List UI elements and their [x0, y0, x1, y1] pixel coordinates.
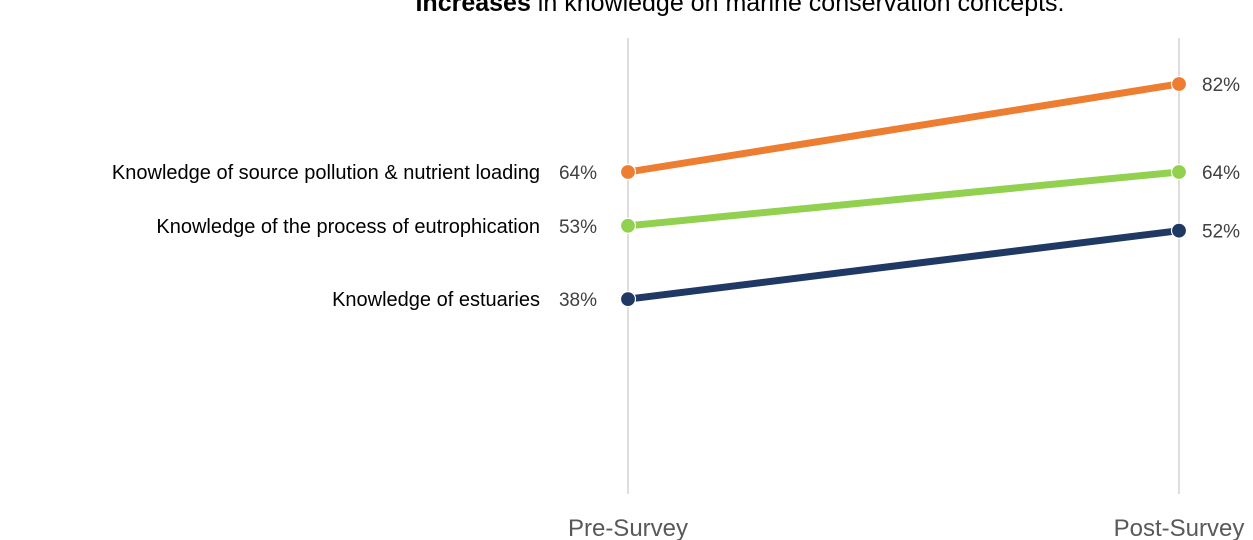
data-point-knowledge-of-the-process-of-eutrophication-pre: [619, 217, 637, 234]
data-point-knowledge-of-estuaries-post: [1170, 222, 1188, 239]
data-label-pre: 38%: [559, 290, 597, 311]
data-point-knowledge-of-source-pollution-nutrient-loading-pre: [619, 163, 637, 181]
data-point-knowledge-of-estuaries-pre: [619, 291, 637, 308]
chart-title-bold: Increases: [415, 0, 530, 17]
series-line-knowledge-of-source-pollution-nutrient-loading: [624, 80, 1183, 176]
series-name-label: Knowledge of source pollution & nutrient…: [112, 162, 540, 184]
data-label-post: 52%: [1202, 222, 1240, 243]
series-name-label: Knowledge of estuaries: [332, 289, 540, 311]
chart-title-rest: in knowledge on marine conservation conc…: [531, 0, 1065, 17]
series-knowledge-of-estuaries: Knowledge of estuaries 38% 52%: [332, 222, 1240, 311]
data-label-post: 64%: [1202, 163, 1240, 184]
data-label-pre: 53%: [559, 217, 597, 238]
series-line-knowledge-of-estuaries: [624, 227, 1183, 303]
series-name-label: Knowledge of the process of eutrophicati…: [156, 216, 540, 238]
chart-title: Increases in knowledge on marine conserv…: [415, 0, 1064, 17]
series-line-knowledge-of-the-process-of-eutrophication: [624, 168, 1183, 230]
data-point-knowledge-of-source-pollution-nutrient-loading-post: [1170, 75, 1188, 93]
x-tick-pre-survey: Pre-Survey: [568, 515, 688, 540]
data-label-pre: 64%: [559, 163, 597, 184]
x-tick-post-survey: Post-Survey: [1114, 515, 1245, 540]
series-knowledge-of-the-process-of-eutrophication: Knowledge of the process of eutrophicati…: [156, 163, 1240, 238]
series-layer: Knowledge of source pollution & nutrient…: [112, 75, 1240, 311]
data-point-knowledge-of-the-process-of-eutrophication-post: [1170, 163, 1188, 181]
series-knowledge-of-source-pollution-nutrient-loading: Knowledge of source pollution & nutrient…: [112, 75, 1240, 184]
data-label-post: 82%: [1202, 75, 1240, 96]
